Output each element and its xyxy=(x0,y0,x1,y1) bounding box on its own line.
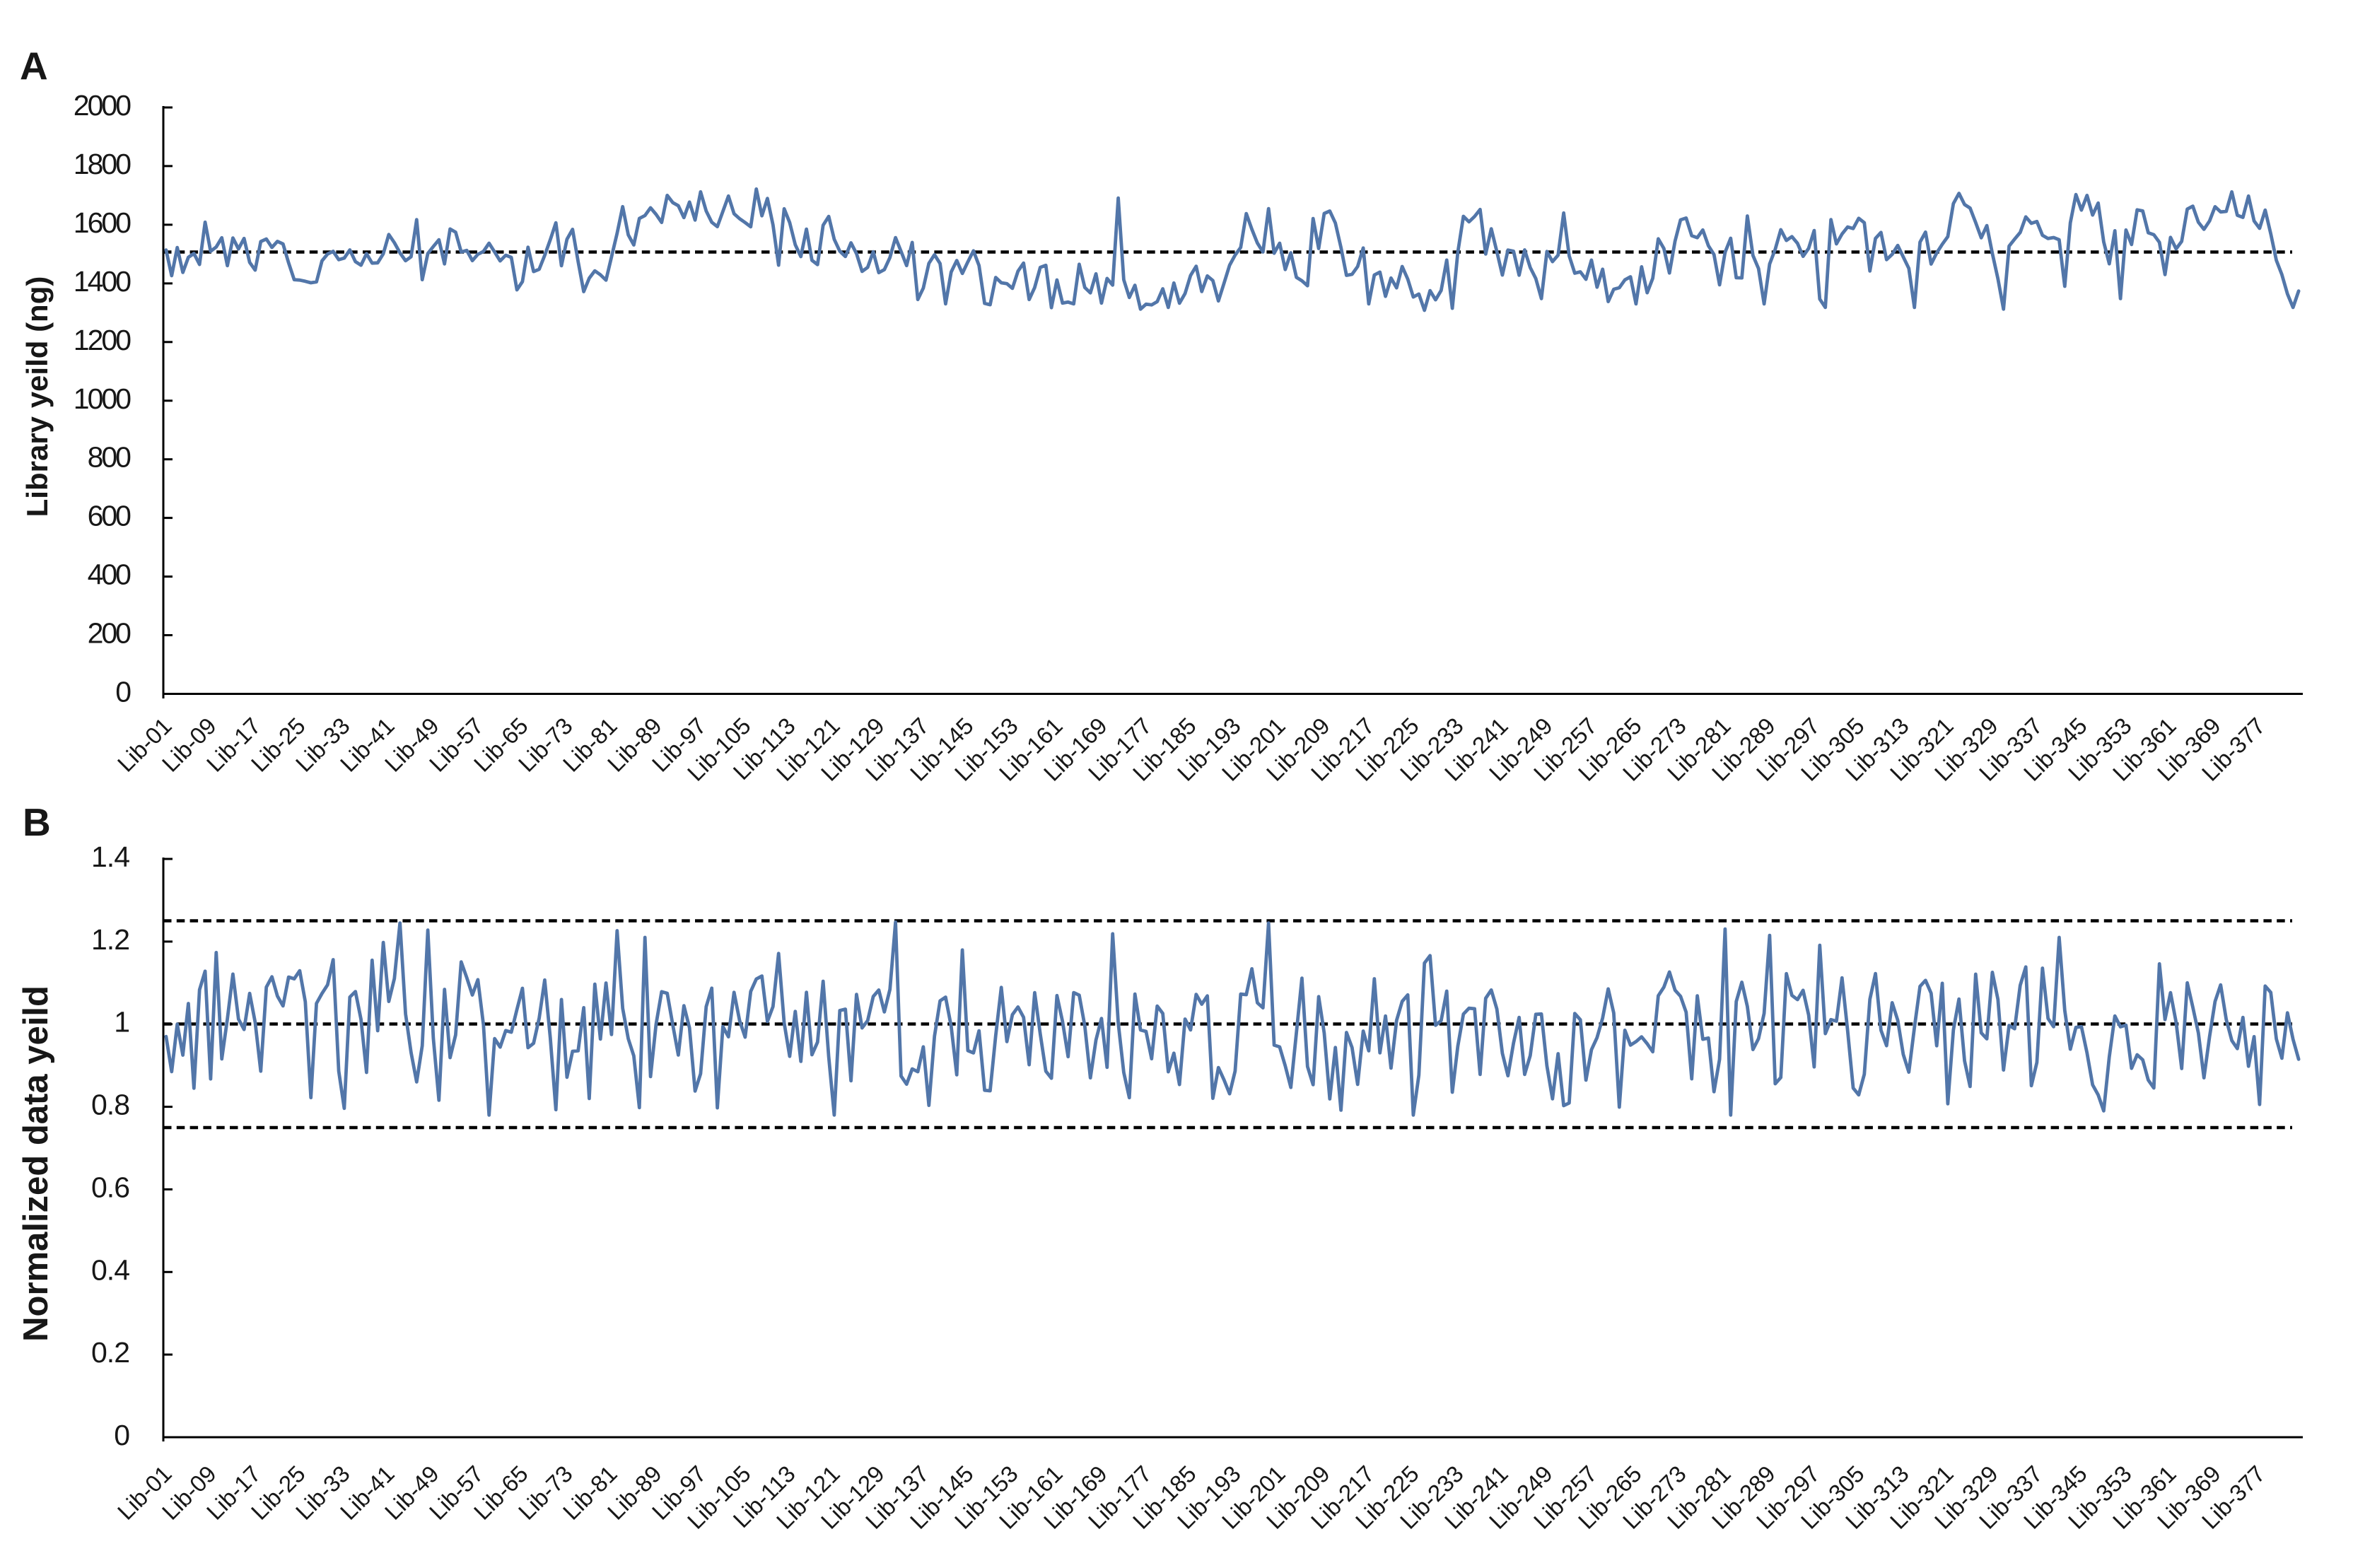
svg-text:1800: 1800 xyxy=(74,148,131,180)
svg-text:B: B xyxy=(23,800,51,844)
svg-text:0.8: 0.8 xyxy=(91,1089,129,1121)
svg-text:Normalized data yeild: Normalized data yeild xyxy=(17,985,55,1342)
svg-text:0.4: 0.4 xyxy=(91,1253,129,1286)
svg-text:0.6: 0.6 xyxy=(91,1171,129,1203)
svg-text:600: 600 xyxy=(88,500,132,532)
svg-text:1200: 1200 xyxy=(74,324,131,356)
svg-text:1000: 1000 xyxy=(74,382,131,415)
svg-text:1.4: 1.4 xyxy=(91,841,129,873)
svg-text:1600: 1600 xyxy=(74,206,131,239)
svg-text:1.2: 1.2 xyxy=(91,923,129,956)
svg-text:2000: 2000 xyxy=(74,89,131,122)
svg-text:400: 400 xyxy=(88,558,132,591)
svg-text:0.2: 0.2 xyxy=(91,1336,129,1369)
svg-text:Library yeild (ng): Library yeild (ng) xyxy=(21,276,54,517)
svg-text:800: 800 xyxy=(88,441,132,474)
svg-text:0: 0 xyxy=(114,1419,129,1451)
svg-text:1: 1 xyxy=(114,1006,129,1038)
svg-text:0: 0 xyxy=(115,676,131,708)
svg-text:1400: 1400 xyxy=(74,265,131,298)
svg-text:A: A xyxy=(20,44,48,88)
svg-text:200: 200 xyxy=(88,617,132,650)
